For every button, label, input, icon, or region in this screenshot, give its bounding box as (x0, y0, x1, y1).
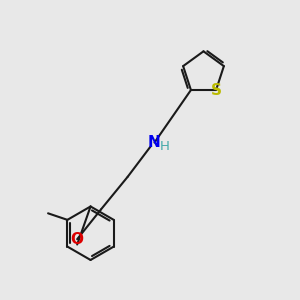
Text: O: O (71, 232, 84, 247)
Text: S: S (211, 82, 222, 98)
Text: H: H (160, 140, 170, 153)
Text: N: N (148, 135, 161, 150)
